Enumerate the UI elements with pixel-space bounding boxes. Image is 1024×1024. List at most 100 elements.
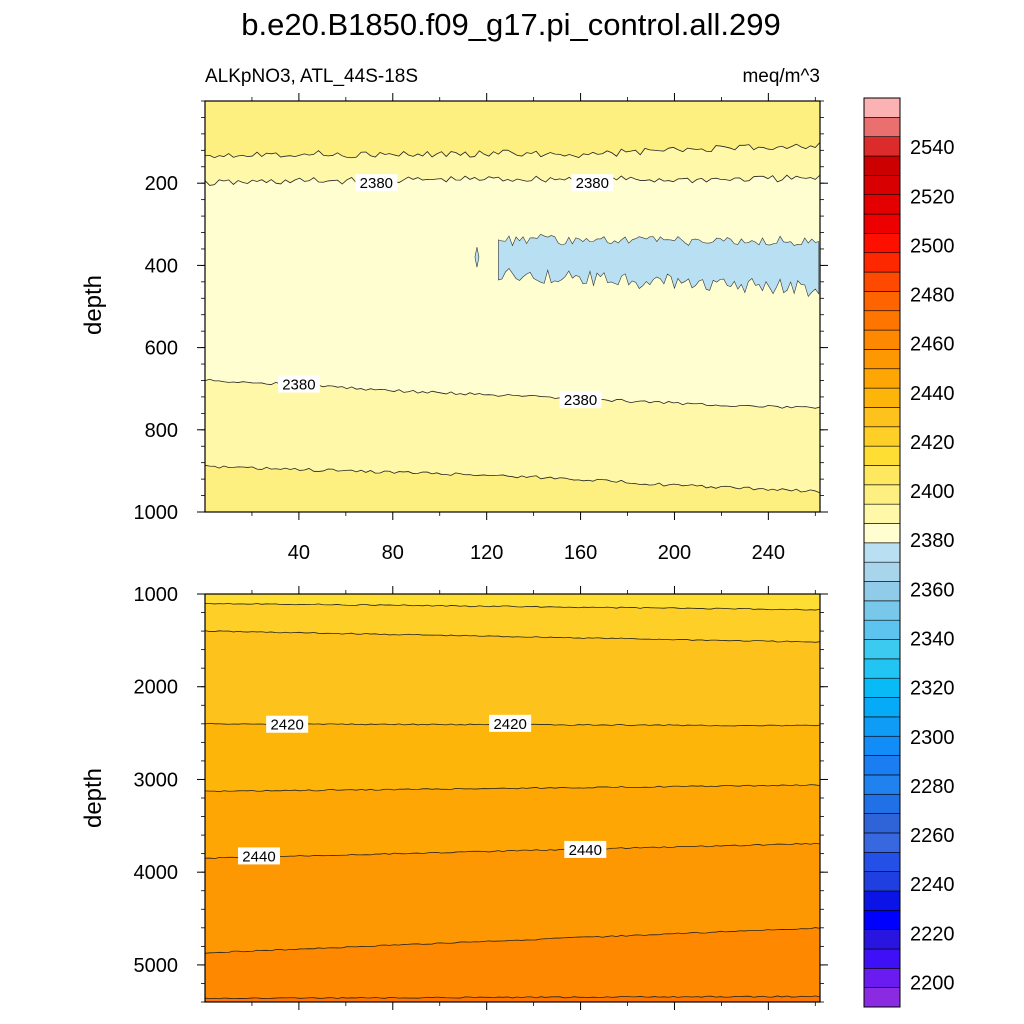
colorbar-bin bbox=[863, 677, 901, 698]
colorbar-bin bbox=[863, 329, 901, 350]
colorbar-tick-label: 2360 bbox=[910, 579, 955, 601]
top-y-axis-label: depth bbox=[80, 275, 107, 335]
colorbar-tick-label: 2220 bbox=[910, 923, 955, 945]
contour-label: 2440 bbox=[569, 842, 602, 859]
colorbar-bin bbox=[863, 658, 901, 679]
colorbar-tick-label: 2460 bbox=[910, 334, 955, 356]
colorbar-bin bbox=[863, 581, 901, 602]
colorbar-frame bbox=[863, 97, 901, 1008]
region-band-3 bbox=[205, 723, 820, 792]
colorbar-bin bbox=[863, 117, 901, 137]
contour-label-box bbox=[237, 847, 280, 865]
colorbar-tick-label: 2260 bbox=[910, 825, 955, 847]
region-2370-2380-core bbox=[205, 175, 820, 409]
colorbar-bin bbox=[863, 716, 901, 737]
units-label: meq/m^3 bbox=[742, 66, 820, 87]
region-band-6 bbox=[205, 927, 820, 999]
colorbar-tick-label: 2280 bbox=[910, 776, 955, 798]
contour-line-2440 bbox=[204, 842, 821, 860]
colorbar-bin bbox=[863, 890, 901, 911]
x-tick-label: 80 bbox=[382, 542, 404, 564]
colorbar-bin bbox=[863, 387, 901, 408]
region-2380-2390-lower bbox=[205, 379, 820, 493]
contour-line-2430 bbox=[204, 784, 821, 793]
contour-line-2380 bbox=[204, 174, 821, 186]
x-tick-label: 120 bbox=[470, 542, 503, 564]
region-band-4 bbox=[205, 784, 820, 859]
region-band-2 bbox=[205, 630, 820, 727]
y-tick-label: 5000 bbox=[134, 955, 179, 977]
region-2390-2400-bottom bbox=[205, 465, 820, 512]
region-band-0 bbox=[205, 594, 820, 611]
contour-label-group: 2380 bbox=[277, 375, 320, 394]
contour-label: 2380 bbox=[564, 392, 597, 409]
y-tick-label: 600 bbox=[145, 338, 178, 360]
colorbar-tick-label: 2400 bbox=[910, 481, 955, 503]
region-band-1 bbox=[205, 603, 820, 643]
colorbar-bin bbox=[863, 484, 901, 505]
colorbar-bin bbox=[863, 310, 901, 331]
plot-frame bbox=[204, 100, 821, 513]
colorbar-tick-label: 2440 bbox=[910, 383, 955, 405]
x-tick-label: 200 bbox=[658, 542, 691, 564]
contour-label-box bbox=[571, 174, 614, 192]
contour-label: 2380 bbox=[360, 175, 393, 192]
contour-label-box bbox=[266, 715, 309, 733]
colorbar-bin bbox=[863, 194, 901, 215]
contour-line-2400 bbox=[204, 603, 821, 611]
contour-line-2410 bbox=[204, 630, 821, 643]
contour-line-2390 bbox=[204, 464, 821, 494]
colorbar-bin bbox=[863, 233, 901, 254]
contour-line-2450 bbox=[204, 927, 821, 954]
y-tick-label: 3000 bbox=[134, 769, 179, 791]
contour-label-box bbox=[559, 391, 602, 409]
y-tick-label: 400 bbox=[145, 255, 178, 277]
colorbar-bin bbox=[863, 929, 901, 950]
colorbar-bin bbox=[863, 697, 901, 718]
colorbar-tick-label: 2300 bbox=[910, 727, 955, 749]
colorbar-tick-label: 2320 bbox=[910, 678, 955, 700]
contour-label-group: 2380 bbox=[355, 174, 398, 192]
region-2360-2370-small-patch bbox=[474, 247, 480, 268]
colorbar-bin bbox=[863, 349, 901, 370]
colorbar-bin bbox=[863, 735, 901, 756]
colorbar: 2200 2220 2240 2260 2280 2300 2320 2340 2360 2380… bbox=[863, 97, 955, 1008]
colorbar-tick-label: 2500 bbox=[910, 235, 955, 257]
colorbar-bin bbox=[863, 871, 901, 892]
contour-label-box bbox=[564, 840, 607, 858]
y-tick-label: 1000 bbox=[134, 584, 179, 606]
contour-label-group: 2440 bbox=[564, 840, 607, 859]
top-contour-panel: 2380 2380 2380 2380 200 400 600 800 1000 40 80 120 1… bbox=[134, 93, 828, 564]
y-tick-label: 200 bbox=[145, 173, 178, 195]
x-tick-label: 40 bbox=[288, 542, 310, 564]
variable-region-label: ALKpNO3, ATL_44S-18S bbox=[205, 66, 418, 87]
colorbar-tick-label: 2200 bbox=[910, 972, 955, 994]
colorbar-bin bbox=[863, 407, 901, 428]
colorbar-bin bbox=[863, 426, 901, 447]
x-tick-label: 240 bbox=[752, 542, 785, 564]
colorbar-bin bbox=[863, 175, 901, 196]
y-tick-label: 800 bbox=[145, 420, 178, 442]
contour-label: 2380 bbox=[576, 175, 609, 192]
colorbar-bin bbox=[863, 155, 901, 176]
contour-label-group: 2380 bbox=[559, 391, 602, 409]
contour-label-box bbox=[489, 714, 532, 732]
colorbar-bin bbox=[863, 368, 901, 389]
colorbar-bin bbox=[863, 909, 901, 930]
region-2360-2370-blue-patch bbox=[498, 233, 820, 298]
region-band-5 bbox=[205, 843, 820, 954]
colorbar-bin bbox=[863, 793, 901, 814]
colorbar-bin bbox=[863, 136, 901, 157]
colorbar-bin bbox=[863, 600, 901, 621]
colorbar-tick-label: 2340 bbox=[910, 628, 955, 650]
contour-label-box bbox=[355, 174, 398, 192]
colorbar-bin bbox=[863, 523, 901, 544]
contour-label-group: 2420 bbox=[489, 714, 532, 733]
contour-label: 2420 bbox=[270, 717, 303, 734]
colorbar-bin bbox=[863, 542, 901, 563]
colorbar-bin bbox=[863, 948, 901, 969]
bottom-contour-panel: 2420 2420 2440 2440 1000 2000 3000 4000 5000 bbox=[134, 584, 828, 1010]
contour-label: 2380 bbox=[282, 377, 315, 394]
colorbar-bin bbox=[863, 987, 901, 1008]
colorbar-bin bbox=[863, 851, 901, 872]
